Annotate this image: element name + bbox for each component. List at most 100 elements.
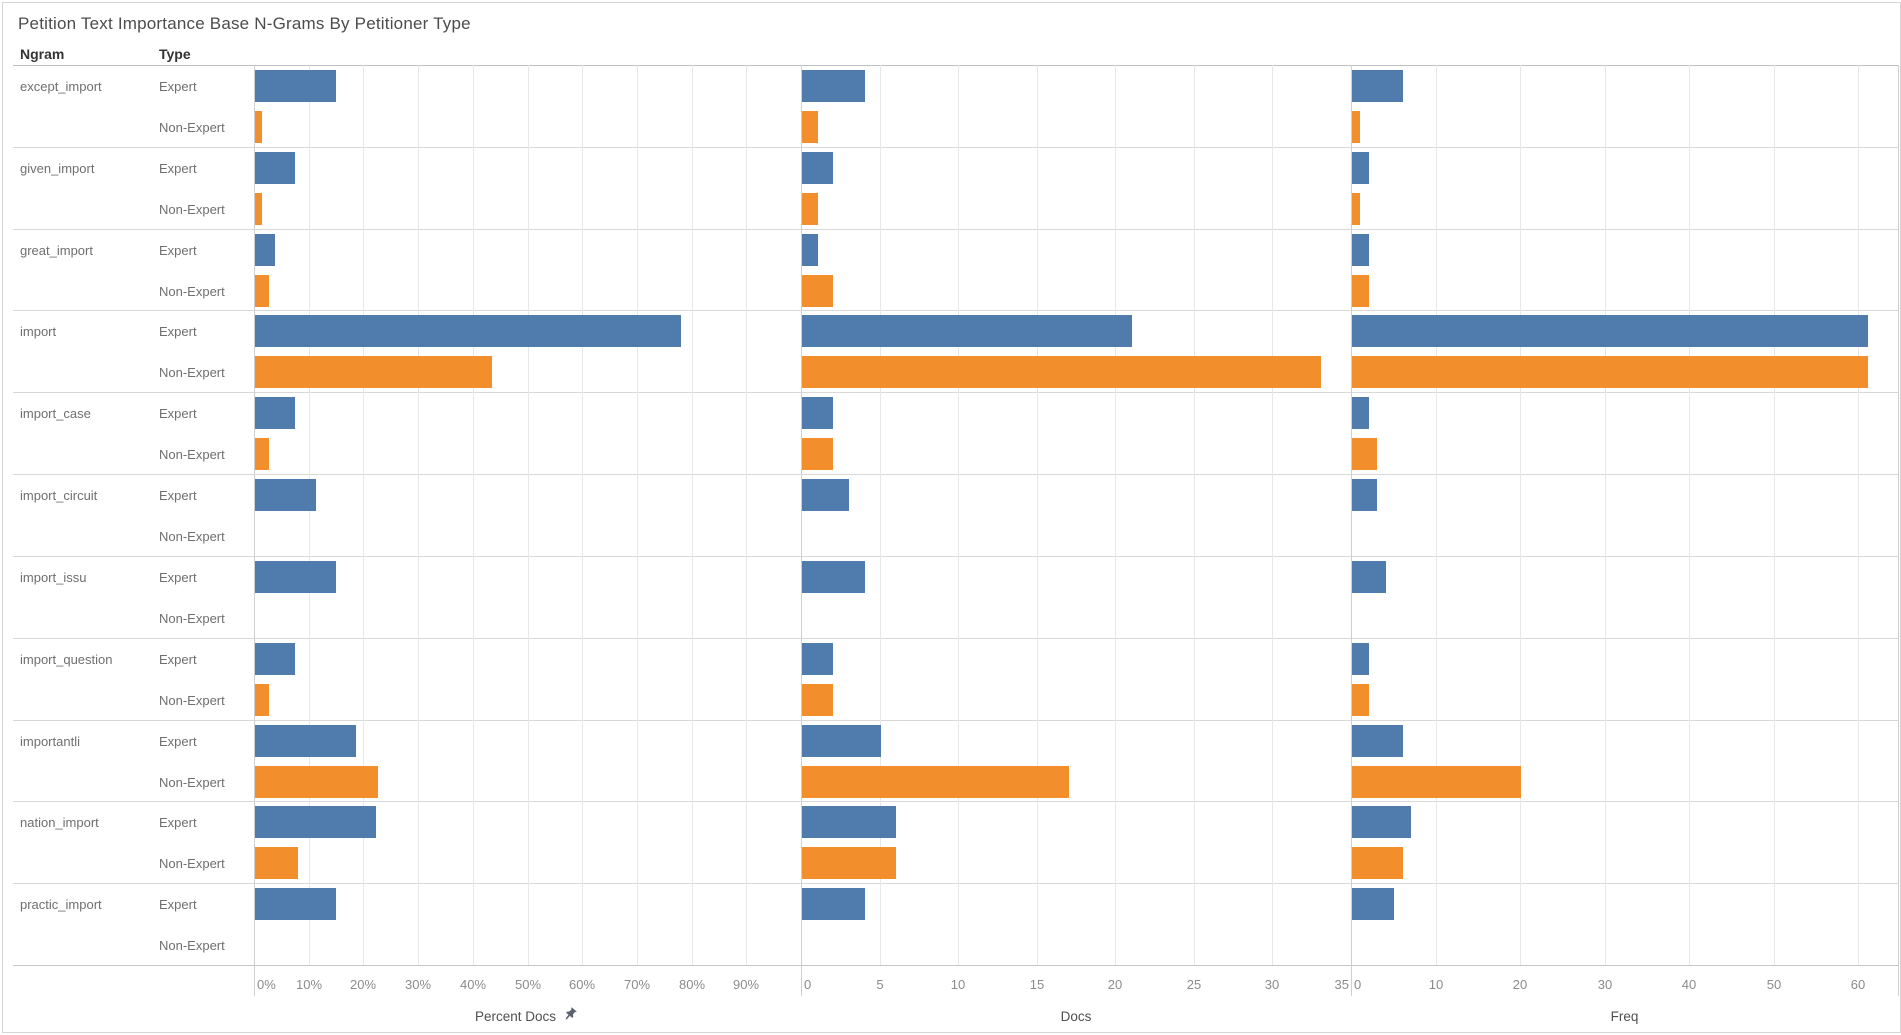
bar-freq-import_circuit-expert[interactable]: [1352, 479, 1377, 511]
bar-percent_docs-import-non-expert[interactable]: [255, 356, 492, 388]
row-header-type[interactable]: Expert: [159, 570, 197, 585]
row-header-type[interactable]: Expert: [159, 406, 197, 421]
bar-docs-import-non-expert[interactable]: [802, 356, 1321, 388]
bar-docs-nation_import-non-expert[interactable]: [802, 847, 896, 879]
axis-tick-label: 10: [950, 977, 966, 992]
row-header-ngram[interactable]: nation_import: [20, 815, 99, 830]
axis-tick-label: 60%: [568, 977, 596, 992]
row-header-type[interactable]: Expert: [159, 488, 197, 503]
gridline: [418, 65, 419, 965]
row-header-type[interactable]: Expert: [159, 734, 197, 749]
bar-freq-except_import-non-expert[interactable]: [1352, 111, 1360, 143]
bar-freq-import_issu-expert[interactable]: [1352, 561, 1386, 593]
bar-freq-great_import-non-expert[interactable]: [1352, 275, 1369, 307]
bar-percent_docs-great_import-non-expert[interactable]: [255, 275, 269, 307]
row-header-type[interactable]: Non-Expert: [159, 447, 225, 462]
row-header-type[interactable]: Non-Expert: [159, 120, 225, 135]
bar-percent_docs-importantli-non-expert[interactable]: [255, 766, 378, 798]
bar-percent_docs-except_import-expert[interactable]: [255, 70, 336, 102]
bar-docs-given_import-expert[interactable]: [802, 152, 833, 184]
bar-percent_docs-given_import-non-expert[interactable]: [255, 193, 262, 225]
bar-freq-except_import-expert[interactable]: [1352, 70, 1403, 102]
bar-percent_docs-import_case-non-expert[interactable]: [255, 438, 269, 470]
bar-freq-import_case-non-expert[interactable]: [1352, 438, 1377, 470]
gridline: [637, 65, 638, 965]
axis-tick-label: 70%: [623, 977, 651, 992]
bar-freq-import_question-expert[interactable]: [1352, 643, 1369, 675]
bar-freq-given_import-non-expert[interactable]: [1352, 193, 1360, 225]
row-header-type[interactable]: Non-Expert: [159, 938, 225, 953]
bar-percent_docs-given_import-expert[interactable]: [255, 152, 295, 184]
row-header-ngram[interactable]: great_import: [20, 243, 93, 258]
bar-freq-given_import-expert[interactable]: [1352, 152, 1369, 184]
bar-docs-given_import-non-expert[interactable]: [802, 193, 818, 225]
bar-docs-import_question-expert[interactable]: [802, 643, 833, 675]
row-header-type[interactable]: Non-Expert: [159, 693, 225, 708]
bar-docs-import-expert[interactable]: [802, 315, 1132, 347]
row-header-type[interactable]: Non-Expert: [159, 775, 225, 790]
row-header-ngram[interactable]: import_issu: [20, 570, 87, 585]
bar-percent_docs-import_case-expert[interactable]: [255, 397, 295, 429]
row-header-type[interactable]: Non-Expert: [159, 856, 225, 871]
row-header-type[interactable]: Expert: [159, 815, 197, 830]
bar-docs-importantli-non-expert[interactable]: [802, 766, 1069, 798]
row-header-type[interactable]: Expert: [159, 652, 197, 667]
row-header-ngram[interactable]: import_question: [20, 652, 113, 667]
bar-docs-importantli-expert[interactable]: [802, 725, 881, 757]
row-header-ngram[interactable]: import: [20, 324, 57, 339]
bar-docs-except_import-expert[interactable]: [802, 70, 865, 102]
gridline: [1194, 65, 1195, 965]
row-header-type[interactable]: Non-Expert: [159, 611, 225, 626]
bar-docs-import_case-expert[interactable]: [802, 397, 833, 429]
row-header-ngram[interactable]: except_import: [20, 79, 102, 94]
row-header-ngram[interactable]: practic_import: [20, 897, 102, 912]
row-header-type[interactable]: Expert: [159, 324, 197, 339]
row-header-ngram[interactable]: import_circuit: [20, 488, 98, 503]
bar-percent_docs-nation_import-expert[interactable]: [255, 806, 376, 838]
bar-freq-import-expert[interactable]: [1352, 315, 1868, 347]
bar-docs-practic_import-expert[interactable]: [802, 888, 865, 920]
bar-percent_docs-great_import-expert[interactable]: [255, 234, 275, 266]
bar-percent_docs-practic_import-expert[interactable]: [255, 888, 336, 920]
row-header-type[interactable]: Non-Expert: [159, 202, 225, 217]
bar-freq-import-non-expert[interactable]: [1352, 356, 1868, 388]
bar-percent_docs-import_issu-expert[interactable]: [255, 561, 336, 593]
axis-baseline: [13, 965, 1898, 966]
row-header-ngram[interactable]: importantli: [20, 734, 80, 749]
row-header-type[interactable]: Expert: [159, 79, 197, 94]
bar-freq-nation_import-non-expert[interactable]: [1352, 847, 1403, 879]
row-header-ngram[interactable]: import_case: [20, 406, 91, 421]
bar-freq-nation_import-expert[interactable]: [1352, 806, 1411, 838]
bar-percent_docs-import_circuit-expert[interactable]: [255, 479, 316, 511]
sort-pin-icon[interactable]: [563, 1007, 578, 1025]
row-header-type[interactable]: Non-Expert: [159, 284, 225, 299]
bar-docs-great_import-non-expert[interactable]: [802, 275, 833, 307]
row-header-ngram[interactable]: given_import: [20, 161, 95, 176]
row-header-type[interactable]: Expert: [159, 897, 197, 912]
bar-percent_docs-import-expert[interactable]: [255, 315, 681, 347]
row-header-type[interactable]: Non-Expert: [159, 529, 225, 544]
axis-tick-label: 90%: [732, 977, 760, 992]
bar-freq-import_case-expert[interactable]: [1352, 397, 1369, 429]
bar-docs-import_question-non-expert[interactable]: [802, 684, 833, 716]
bar-percent_docs-import_question-expert[interactable]: [255, 643, 295, 675]
bar-docs-except_import-non-expert[interactable]: [802, 111, 818, 143]
bar-docs-import_circuit-expert[interactable]: [802, 479, 849, 511]
bar-freq-importantli-non-expert[interactable]: [1352, 766, 1521, 798]
bar-freq-practic_import-expert[interactable]: [1352, 888, 1394, 920]
bar-docs-import_case-non-expert[interactable]: [802, 438, 833, 470]
bar-docs-import_issu-expert[interactable]: [802, 561, 865, 593]
bar-freq-importantli-expert[interactable]: [1352, 725, 1403, 757]
bar-percent_docs-except_import-non-expert[interactable]: [255, 111, 262, 143]
bar-freq-great_import-expert[interactable]: [1352, 234, 1369, 266]
bar-docs-nation_import-expert[interactable]: [802, 806, 896, 838]
bar-freq-import_question-non-expert[interactable]: [1352, 684, 1369, 716]
bar-percent_docs-importantli-expert[interactable]: [255, 725, 356, 757]
row-header-type[interactable]: Non-Expert: [159, 365, 225, 380]
bar-docs-great_import-expert[interactable]: [802, 234, 818, 266]
row-header-type[interactable]: Expert: [159, 243, 197, 258]
bar-percent_docs-nation_import-non-expert[interactable]: [255, 847, 298, 879]
row-header-type[interactable]: Expert: [159, 161, 197, 176]
bar-percent_docs-import_question-non-expert[interactable]: [255, 684, 269, 716]
axis-tick-label: 15: [1029, 977, 1045, 992]
